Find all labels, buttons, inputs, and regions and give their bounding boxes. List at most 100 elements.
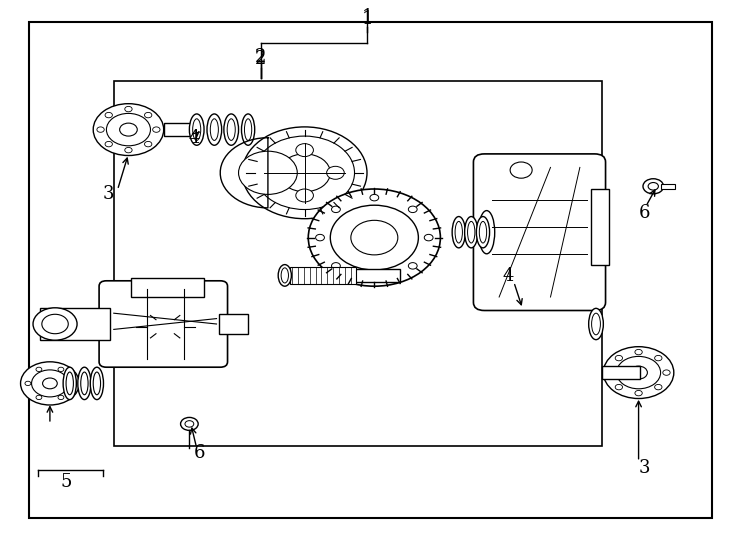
Ellipse shape <box>592 313 600 335</box>
Circle shape <box>615 355 622 361</box>
Circle shape <box>643 179 664 194</box>
Ellipse shape <box>479 221 487 243</box>
Circle shape <box>510 162 532 178</box>
Circle shape <box>663 370 670 375</box>
Circle shape <box>242 127 367 219</box>
Circle shape <box>97 127 104 132</box>
Text: 4: 4 <box>502 267 514 286</box>
Circle shape <box>279 154 330 192</box>
Bar <box>131 278 204 297</box>
Circle shape <box>308 189 440 286</box>
Circle shape <box>58 395 64 400</box>
Circle shape <box>185 421 194 427</box>
Circle shape <box>125 106 132 112</box>
Ellipse shape <box>455 221 462 243</box>
Ellipse shape <box>224 114 239 145</box>
Circle shape <box>105 141 112 147</box>
Bar <box>661 184 675 189</box>
Text: 4: 4 <box>189 129 200 147</box>
Text: 1: 1 <box>361 8 373 26</box>
Circle shape <box>25 381 31 386</box>
Ellipse shape <box>476 217 490 248</box>
Circle shape <box>655 355 662 361</box>
Circle shape <box>43 378 57 389</box>
Circle shape <box>42 314 68 334</box>
Bar <box>114 81 602 445</box>
Circle shape <box>655 384 662 390</box>
Circle shape <box>332 262 341 269</box>
Text: 1: 1 <box>361 10 373 28</box>
Circle shape <box>635 390 642 396</box>
Circle shape <box>648 183 658 190</box>
Ellipse shape <box>479 211 495 254</box>
Circle shape <box>603 347 674 399</box>
Circle shape <box>370 274 379 281</box>
Circle shape <box>370 194 379 201</box>
Ellipse shape <box>210 119 219 140</box>
Bar <box>602 366 640 379</box>
Circle shape <box>32 370 68 397</box>
Ellipse shape <box>589 308 603 340</box>
Circle shape <box>617 356 661 389</box>
Circle shape <box>332 206 341 213</box>
Ellipse shape <box>66 372 73 395</box>
Text: 2: 2 <box>255 48 266 66</box>
FancyBboxPatch shape <box>473 154 606 310</box>
Ellipse shape <box>78 367 91 400</box>
Ellipse shape <box>465 217 478 248</box>
Circle shape <box>93 104 164 156</box>
Circle shape <box>265 166 283 179</box>
Ellipse shape <box>452 217 465 248</box>
Circle shape <box>120 123 137 136</box>
Text: 5: 5 <box>60 472 72 491</box>
Circle shape <box>36 395 42 400</box>
Text: 3: 3 <box>103 185 115 204</box>
Ellipse shape <box>468 221 475 243</box>
FancyBboxPatch shape <box>99 281 228 367</box>
Ellipse shape <box>93 372 101 395</box>
Circle shape <box>327 166 344 179</box>
Ellipse shape <box>278 265 291 286</box>
Bar <box>290 267 356 284</box>
Ellipse shape <box>189 114 204 145</box>
Circle shape <box>36 367 42 372</box>
Bar <box>219 314 248 334</box>
Ellipse shape <box>207 114 222 145</box>
Circle shape <box>607 370 614 375</box>
Text: 2: 2 <box>255 50 266 69</box>
Circle shape <box>145 112 152 118</box>
Circle shape <box>153 127 160 132</box>
Ellipse shape <box>281 268 288 283</box>
Text: 6: 6 <box>194 443 206 462</box>
Circle shape <box>296 189 313 202</box>
Circle shape <box>424 234 433 241</box>
Ellipse shape <box>90 367 103 400</box>
Circle shape <box>125 147 132 153</box>
Bar <box>164 123 200 136</box>
Circle shape <box>106 113 150 146</box>
Circle shape <box>181 417 198 430</box>
Circle shape <box>33 308 77 340</box>
Circle shape <box>635 349 642 355</box>
Circle shape <box>408 262 417 269</box>
Ellipse shape <box>241 114 255 145</box>
Circle shape <box>58 367 64 372</box>
Circle shape <box>21 362 79 405</box>
Circle shape <box>255 136 355 210</box>
Ellipse shape <box>192 119 201 140</box>
Text: 6: 6 <box>639 204 650 222</box>
Circle shape <box>408 206 417 213</box>
Circle shape <box>105 112 112 118</box>
Circle shape <box>630 366 647 379</box>
Ellipse shape <box>63 367 76 400</box>
Bar <box>591 189 609 265</box>
Text: 3: 3 <box>639 459 650 477</box>
Ellipse shape <box>228 119 235 140</box>
Ellipse shape <box>81 372 88 395</box>
Bar <box>40 308 110 340</box>
Ellipse shape <box>244 119 252 140</box>
Circle shape <box>330 205 418 270</box>
Circle shape <box>69 381 75 386</box>
Circle shape <box>316 234 324 241</box>
Circle shape <box>296 144 313 157</box>
